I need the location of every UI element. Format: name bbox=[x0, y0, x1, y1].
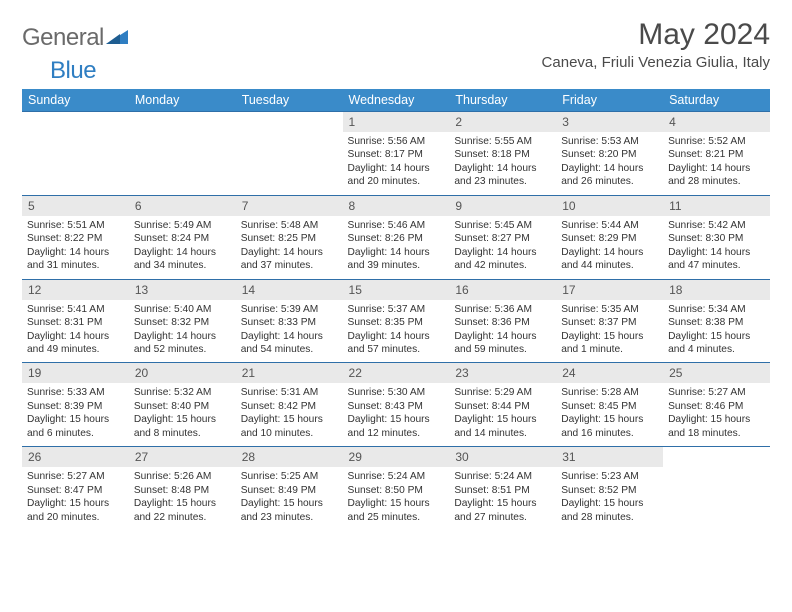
day-number: 31 bbox=[556, 447, 663, 468]
day-detail: Sunrise: 5:49 AMSunset: 8:24 PMDaylight:… bbox=[129, 216, 236, 279]
day-detail: Sunrise: 5:42 AMSunset: 8:30 PMDaylight:… bbox=[663, 216, 770, 279]
day-number-row: 1234 bbox=[22, 112, 770, 133]
weekday-header: Tuesday bbox=[236, 89, 343, 112]
day-detail: Sunrise: 5:56 AMSunset: 8:17 PMDaylight:… bbox=[343, 132, 450, 195]
day-number: 8 bbox=[343, 195, 450, 216]
day-detail: Sunrise: 5:44 AMSunset: 8:29 PMDaylight:… bbox=[556, 216, 663, 279]
day-number: 7 bbox=[236, 195, 343, 216]
day-detail-row: Sunrise: 5:51 AMSunset: 8:22 PMDaylight:… bbox=[22, 216, 770, 279]
day-detail: Sunrise: 5:26 AMSunset: 8:48 PMDaylight:… bbox=[129, 467, 236, 530]
day-number-row: 19202122232425 bbox=[22, 363, 770, 384]
day-number-row: 567891011 bbox=[22, 195, 770, 216]
day-detail: Sunrise: 5:25 AMSunset: 8:49 PMDaylight:… bbox=[236, 467, 343, 530]
day-number: 23 bbox=[449, 363, 556, 384]
weekday-header: Saturday bbox=[663, 89, 770, 112]
day-detail: Sunrise: 5:30 AMSunset: 8:43 PMDaylight:… bbox=[343, 383, 450, 446]
day-detail: Sunrise: 5:27 AMSunset: 8:47 PMDaylight:… bbox=[22, 467, 129, 530]
logo-word1: General bbox=[22, 24, 104, 52]
day-detail: Sunrise: 5:40 AMSunset: 8:32 PMDaylight:… bbox=[129, 300, 236, 363]
day-number: 22 bbox=[343, 363, 450, 384]
day-number: 19 bbox=[22, 363, 129, 384]
day-detail: Sunrise: 5:29 AMSunset: 8:44 PMDaylight:… bbox=[449, 383, 556, 446]
day-number bbox=[663, 447, 770, 468]
day-number: 20 bbox=[129, 363, 236, 384]
weekday-header: Monday bbox=[129, 89, 236, 112]
day-number: 29 bbox=[343, 447, 450, 468]
day-number: 17 bbox=[556, 279, 663, 300]
day-number bbox=[236, 112, 343, 133]
day-number: 21 bbox=[236, 363, 343, 384]
day-detail: Sunrise: 5:45 AMSunset: 8:27 PMDaylight:… bbox=[449, 216, 556, 279]
day-number: 5 bbox=[22, 195, 129, 216]
day-detail: Sunrise: 5:32 AMSunset: 8:40 PMDaylight:… bbox=[129, 383, 236, 446]
day-detail: Sunrise: 5:48 AMSunset: 8:25 PMDaylight:… bbox=[236, 216, 343, 279]
day-number bbox=[129, 112, 236, 133]
day-number: 27 bbox=[129, 447, 236, 468]
day-detail-row: Sunrise: 5:56 AMSunset: 8:17 PMDaylight:… bbox=[22, 132, 770, 195]
weekday-header: Thursday bbox=[449, 89, 556, 112]
day-number: 1 bbox=[343, 112, 450, 133]
day-detail: Sunrise: 5:39 AMSunset: 8:33 PMDaylight:… bbox=[236, 300, 343, 363]
day-detail: Sunrise: 5:27 AMSunset: 8:46 PMDaylight:… bbox=[663, 383, 770, 446]
day-detail: Sunrise: 5:33 AMSunset: 8:39 PMDaylight:… bbox=[22, 383, 129, 446]
day-number: 28 bbox=[236, 447, 343, 468]
day-number: 16 bbox=[449, 279, 556, 300]
day-detail bbox=[236, 132, 343, 195]
day-detail: Sunrise: 5:36 AMSunset: 8:36 PMDaylight:… bbox=[449, 300, 556, 363]
logo: General bbox=[22, 24, 130, 52]
day-number: 14 bbox=[236, 279, 343, 300]
day-detail bbox=[22, 132, 129, 195]
day-detail: Sunrise: 5:35 AMSunset: 8:37 PMDaylight:… bbox=[556, 300, 663, 363]
day-number: 30 bbox=[449, 447, 556, 468]
day-number: 26 bbox=[22, 447, 129, 468]
day-number-row: 12131415161718 bbox=[22, 279, 770, 300]
day-number: 2 bbox=[449, 112, 556, 133]
day-number: 11 bbox=[663, 195, 770, 216]
calendar-table: SundayMondayTuesdayWednesdayThursdayFrid… bbox=[22, 89, 770, 530]
logo-triangle-icon bbox=[106, 30, 128, 46]
day-detail: Sunrise: 5:24 AMSunset: 8:51 PMDaylight:… bbox=[449, 467, 556, 530]
day-detail: Sunrise: 5:55 AMSunset: 8:18 PMDaylight:… bbox=[449, 132, 556, 195]
day-detail: Sunrise: 5:37 AMSunset: 8:35 PMDaylight:… bbox=[343, 300, 450, 363]
day-detail: Sunrise: 5:41 AMSunset: 8:31 PMDaylight:… bbox=[22, 300, 129, 363]
day-detail: Sunrise: 5:46 AMSunset: 8:26 PMDaylight:… bbox=[343, 216, 450, 279]
day-detail: Sunrise: 5:52 AMSunset: 8:21 PMDaylight:… bbox=[663, 132, 770, 195]
day-number: 24 bbox=[556, 363, 663, 384]
day-detail-row: Sunrise: 5:27 AMSunset: 8:47 PMDaylight:… bbox=[22, 467, 770, 530]
day-number: 9 bbox=[449, 195, 556, 216]
day-detail: Sunrise: 5:53 AMSunset: 8:20 PMDaylight:… bbox=[556, 132, 663, 195]
day-detail: Sunrise: 5:34 AMSunset: 8:38 PMDaylight:… bbox=[663, 300, 770, 363]
day-detail bbox=[129, 132, 236, 195]
day-detail: Sunrise: 5:28 AMSunset: 8:45 PMDaylight:… bbox=[556, 383, 663, 446]
day-number: 4 bbox=[663, 112, 770, 133]
day-number: 15 bbox=[343, 279, 450, 300]
day-number: 10 bbox=[556, 195, 663, 216]
day-detail: Sunrise: 5:31 AMSunset: 8:42 PMDaylight:… bbox=[236, 383, 343, 446]
day-detail-row: Sunrise: 5:41 AMSunset: 8:31 PMDaylight:… bbox=[22, 300, 770, 363]
day-detail: Sunrise: 5:24 AMSunset: 8:50 PMDaylight:… bbox=[343, 467, 450, 530]
weekday-header: Sunday bbox=[22, 89, 129, 112]
weekday-header-row: SundayMondayTuesdayWednesdayThursdayFrid… bbox=[22, 89, 770, 112]
logo-word2: Blue bbox=[50, 57, 96, 84]
day-detail bbox=[663, 467, 770, 530]
day-number: 6 bbox=[129, 195, 236, 216]
day-number bbox=[22, 112, 129, 133]
day-detail: Sunrise: 5:51 AMSunset: 8:22 PMDaylight:… bbox=[22, 216, 129, 279]
weekday-header: Friday bbox=[556, 89, 663, 112]
day-detail: Sunrise: 5:23 AMSunset: 8:52 PMDaylight:… bbox=[556, 467, 663, 530]
day-detail-row: Sunrise: 5:33 AMSunset: 8:39 PMDaylight:… bbox=[22, 383, 770, 446]
weekday-header: Wednesday bbox=[343, 89, 450, 112]
day-number: 18 bbox=[663, 279, 770, 300]
day-number: 3 bbox=[556, 112, 663, 133]
day-number: 25 bbox=[663, 363, 770, 384]
month-title: May 2024 bbox=[542, 18, 770, 52]
day-number: 13 bbox=[129, 279, 236, 300]
day-number: 12 bbox=[22, 279, 129, 300]
day-number-row: 262728293031 bbox=[22, 447, 770, 468]
